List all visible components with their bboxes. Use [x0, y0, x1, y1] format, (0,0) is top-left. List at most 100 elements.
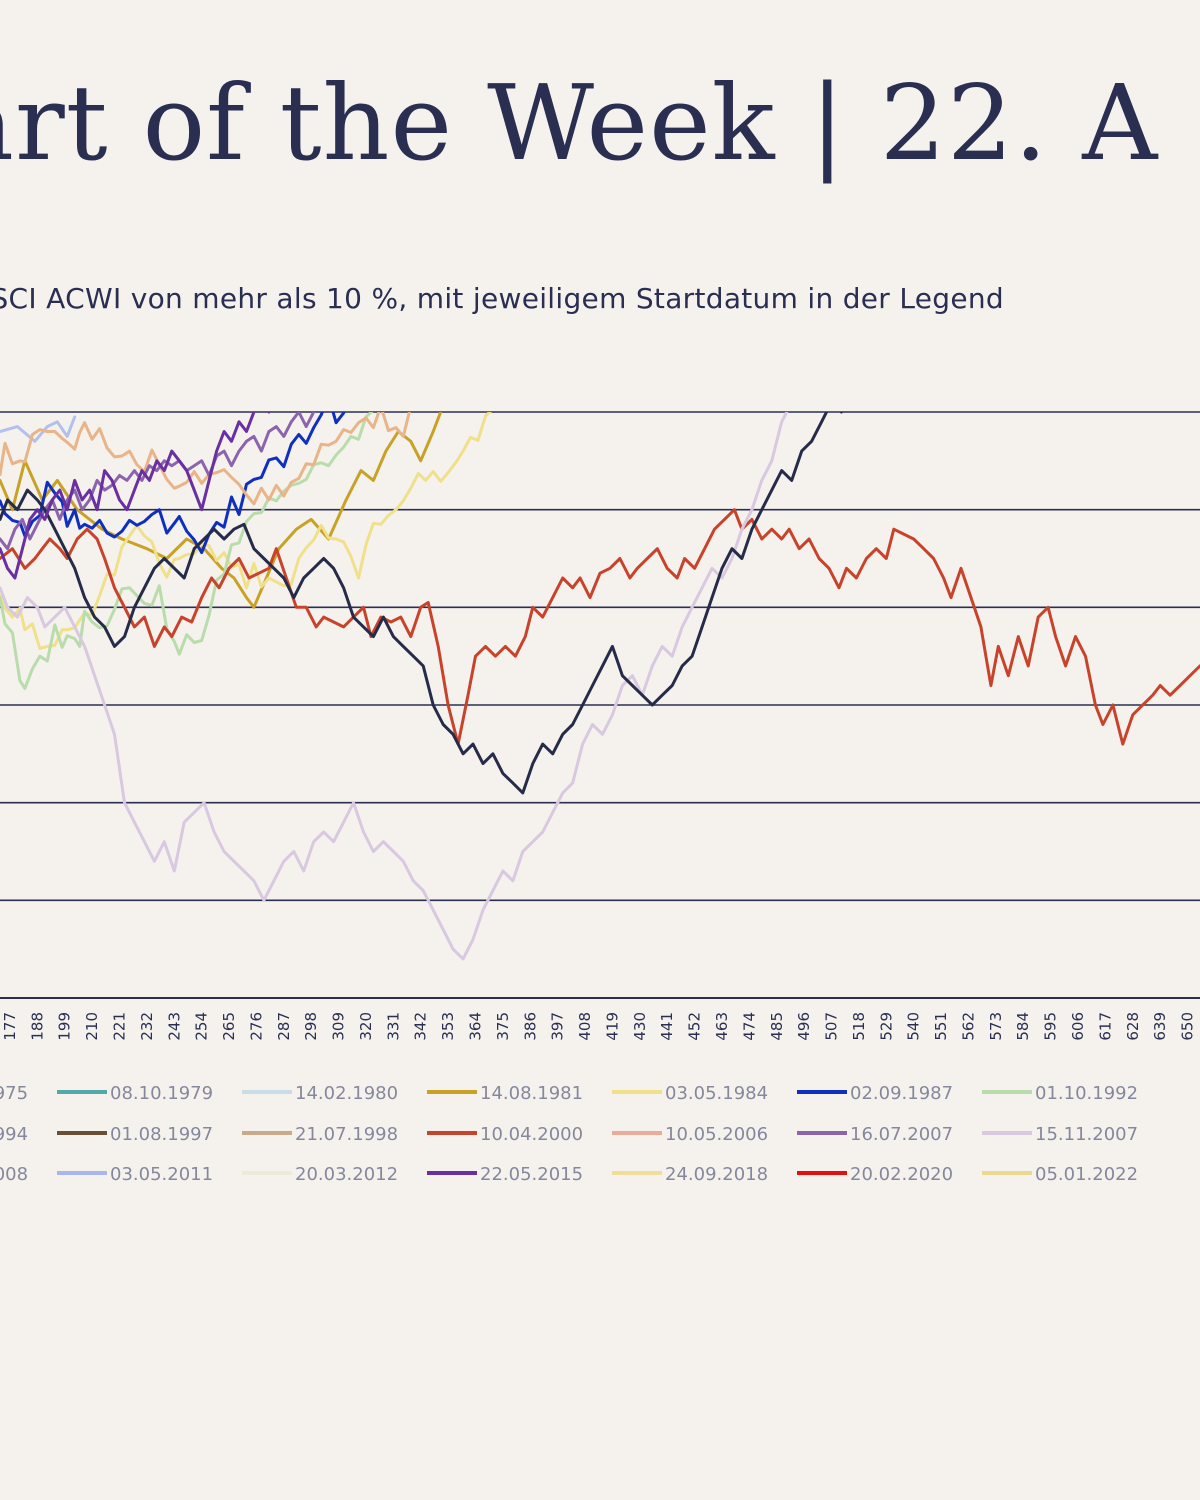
legend-label: 22.05.2015 — [480, 1164, 583, 1185]
legend-label: 05.01.2022 — [1035, 1164, 1138, 1185]
legend-item: 02.09.1987 — [797, 1083, 953, 1104]
page-title: art of the Week | 22. A — [0, 62, 1159, 184]
series-line-16-07-1975 — [0, 415, 77, 443]
legend-item: 21.07.1998 — [242, 1124, 398, 1145]
x-tick-label: 518 — [850, 1012, 868, 1041]
x-tick-label: 353 — [439, 1012, 457, 1041]
x-tick-label: 221 — [111, 1012, 129, 1041]
series-line-15-11-2007 — [0, 412, 789, 961]
legend-item: 10.05.2006 — [612, 1124, 768, 1145]
legend-label: 08.10.1979 — [110, 1083, 213, 1104]
x-tick-label: 430 — [631, 1012, 649, 1041]
series-line-01-02-1994 — [0, 412, 411, 506]
x-tick-label: 188 — [28, 1012, 46, 1041]
series-line-02-09-1987 — [0, 412, 346, 555]
legend-item: 20.03.2012 — [242, 1164, 398, 1185]
legend-label: 01.02.1994 — [0, 1124, 28, 1145]
x-tick-label: 463 — [713, 1012, 731, 1041]
legend-label: 01.10.1992 — [1035, 1083, 1138, 1104]
series-line-14-08-1981 — [0, 412, 443, 609]
legend-label: 21.07.1998 — [295, 1124, 398, 1145]
x-tick-label: 386 — [521, 1012, 539, 1041]
x-tick-label: 584 — [1014, 1012, 1032, 1041]
legend-label: 15.11.2007 — [1035, 1124, 1138, 1145]
x-tick-label: 562 — [960, 1012, 978, 1041]
x-tick-label: 331 — [384, 1012, 402, 1041]
legend-label: 10.05.2006 — [665, 1124, 768, 1145]
legend-label: 14.08.1981 — [480, 1083, 583, 1104]
series-lines — [0, 412, 1200, 961]
legend-item: 08.10.1979 — [57, 1083, 213, 1104]
x-tick-label: 287 — [275, 1012, 293, 1041]
x-tick-label: 243 — [165, 1012, 183, 1041]
legend-item: 16.07.1975 — [0, 1083, 28, 1104]
x-tick-label: 628 — [1124, 1012, 1142, 1041]
x-tick-label: 419 — [603, 1012, 621, 1041]
chart-subtitle: MSCI ACWI von mehr als 10 %, mit jeweili… — [0, 282, 1004, 315]
legend-label: 16.07.1975 — [0, 1083, 28, 1104]
legend-label: 03.05.1984 — [665, 1083, 768, 1104]
x-tick-label: 254 — [193, 1012, 211, 1041]
x-tick-label: 441 — [658, 1012, 676, 1041]
x-tick-label: 485 — [768, 1012, 786, 1041]
x-tick-label: 573 — [987, 1012, 1005, 1041]
legend-label: 01.08.1997 — [110, 1124, 213, 1145]
x-tick-label: 232 — [138, 1012, 156, 1041]
legend-item: 19.05.2008 — [0, 1164, 28, 1185]
series-line-16-07-2007 — [0, 412, 316, 551]
series-line-22-05-2015 — [0, 412, 271, 580]
legend-item: 01.10.1992 — [982, 1083, 1138, 1104]
x-tick-label: 606 — [1069, 1012, 1087, 1041]
x-tick-label: 342 — [412, 1012, 430, 1041]
series-line-01-10-1992 — [0, 412, 374, 690]
legend-item: 10.04.2000 — [427, 1124, 583, 1145]
legend-item: 01.08.1997 — [57, 1124, 213, 1145]
legend-item: 16.07.2007 — [797, 1124, 953, 1145]
legend-label: 16.07.2007 — [850, 1124, 953, 1145]
x-tick-label: 210 — [83, 1012, 101, 1041]
x-tick-label: 276 — [247, 1012, 265, 1041]
legend-item: 14.08.1981 — [427, 1083, 583, 1104]
x-tick-label: 529 — [877, 1012, 895, 1041]
legend-item: 14.02.1980 — [242, 1083, 398, 1104]
legend-label: 19.05.2008 — [0, 1164, 28, 1185]
legend-label: 10.04.2000 — [480, 1124, 583, 1145]
legend-item: 15.11.2007 — [982, 1124, 1138, 1145]
legend-item: 03.05.2011 — [57, 1164, 213, 1185]
x-tick-label: 309 — [330, 1012, 348, 1041]
series-line-19-05-2008 — [0, 412, 844, 795]
legend-item: 22.05.2015 — [427, 1164, 583, 1185]
legend-item: 01.02.1994 — [0, 1124, 28, 1145]
legend-item: 24.09.2018 — [612, 1164, 768, 1185]
series-line-10-04-2000 — [0, 508, 1200, 746]
x-tick-label: 452 — [686, 1012, 704, 1041]
x-tick-label: 177 — [1, 1012, 19, 1041]
legend-label: 02.09.1987 — [850, 1083, 953, 1104]
x-tick-label: 320 — [357, 1012, 375, 1041]
x-tick-label: 595 — [1042, 1012, 1060, 1041]
x-axis: 177 188 199 210 221 232 243 254 265 276 287 298 309 3… — [1, 1012, 1197, 1041]
legend-label: 20.02.2020 — [850, 1164, 953, 1185]
legend-item: 05.01.2022 — [982, 1164, 1138, 1185]
x-tick-label: 199 — [56, 1012, 74, 1041]
x-tick-label: 650 — [1179, 1012, 1197, 1041]
legend-label: 20.03.2012 — [295, 1164, 398, 1185]
x-tick-label: 617 — [1096, 1012, 1114, 1041]
x-tick-label: 408 — [576, 1012, 594, 1041]
legend-label: 14.02.1980 — [295, 1083, 398, 1104]
x-tick-label: 639 — [1151, 1012, 1169, 1041]
legend-label: 24.09.2018 — [665, 1164, 768, 1185]
series-line-03-05-1984 — [0, 412, 492, 650]
x-tick-label: 540 — [905, 1012, 923, 1041]
line-chart: 177 188 199 210 221 232 243 254 265 276 287 298 309 3… — [0, 411, 1200, 1185]
x-tick-label: 507 — [823, 1012, 841, 1041]
x-tick-label: 397 — [549, 1012, 567, 1041]
x-tick-label: 496 — [795, 1012, 813, 1041]
x-tick-label: 551 — [932, 1012, 950, 1041]
x-tick-label: 474 — [740, 1012, 758, 1041]
legend-label: 03.05.2011 — [110, 1164, 213, 1185]
x-tick-label: 375 — [494, 1012, 512, 1041]
x-tick-label: 265 — [220, 1012, 238, 1041]
x-tick-label: 298 — [302, 1012, 320, 1041]
gridlines — [0, 411, 1200, 999]
